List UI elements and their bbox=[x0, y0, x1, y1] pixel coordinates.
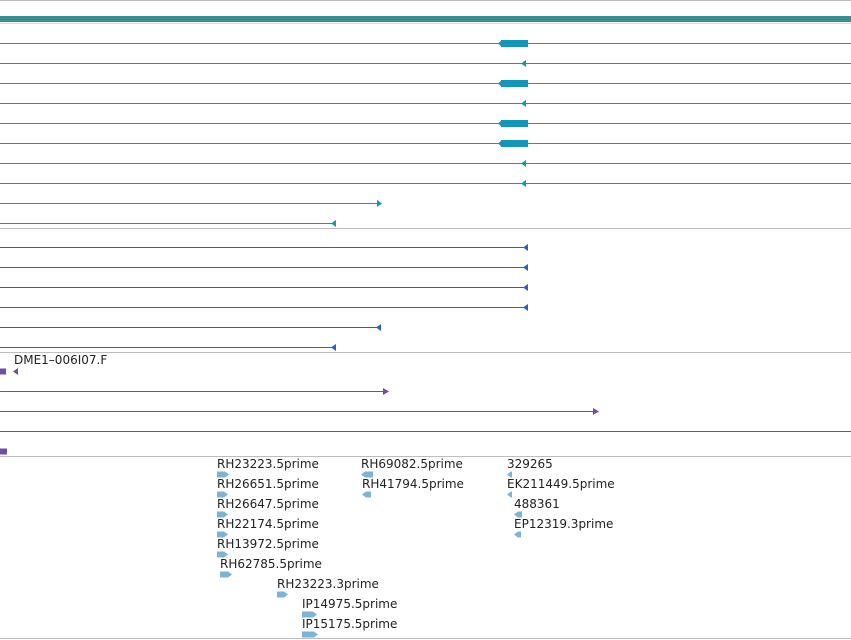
est-glyph[interactable] bbox=[302, 611, 317, 618]
est-glyph[interactable] bbox=[217, 491, 228, 498]
transcript-row[interactable] bbox=[0, 80, 851, 87]
feature-arrow[interactable] bbox=[376, 324, 381, 331]
transcript-row[interactable] bbox=[0, 200, 382, 207]
feature-arrow[interactable] bbox=[523, 244, 528, 251]
transcript-cds-block[interactable] bbox=[501, 40, 528, 47]
feature-arrow[interactable] bbox=[523, 264, 528, 271]
feature-arrow[interactable] bbox=[383, 388, 389, 395]
est-label: 488361 bbox=[514, 497, 560, 511]
transcript-arrow[interactable] bbox=[521, 100, 526, 107]
est-glyph[interactable] bbox=[361, 471, 373, 478]
est-glyph[interactable] bbox=[514, 511, 522, 518]
est-feature[interactable]: IP14975.5prime bbox=[302, 597, 397, 618]
transcript-arrow[interactable] bbox=[498, 80, 502, 87]
est-feature[interactable]: RH69082.5prime bbox=[361, 457, 463, 478]
est-label: RH26651.5prime bbox=[217, 477, 319, 491]
blue-feature-row[interactable] bbox=[0, 304, 528, 311]
est-feature[interactable]: IP15175.5prime bbox=[302, 617, 397, 638]
transcript-cds-block[interactable] bbox=[501, 80, 528, 87]
est-glyph[interactable] bbox=[362, 491, 371, 498]
purple-feature-row[interactable] bbox=[0, 408, 599, 415]
est-glyph[interactable] bbox=[217, 511, 228, 518]
transcript-row[interactable] bbox=[0, 40, 851, 47]
blue-feature-row[interactable] bbox=[0, 264, 528, 271]
transcript-row[interactable] bbox=[0, 60, 851, 67]
est-feature[interactable]: EK211449.5prime bbox=[507, 477, 615, 498]
est-glyph[interactable] bbox=[514, 531, 521, 538]
transcript-cds-block[interactable] bbox=[501, 120, 528, 127]
purple-feature-row[interactable] bbox=[0, 448, 7, 455]
purple-feature-row[interactable] bbox=[0, 388, 389, 395]
feature-label: DME1–006I07.F bbox=[14, 353, 107, 367]
est-label: RH23223.5prime bbox=[217, 457, 319, 471]
feature-arrow[interactable] bbox=[523, 284, 528, 291]
est-label: 329265 bbox=[507, 457, 553, 471]
transcript-arrow[interactable] bbox=[521, 160, 526, 167]
est-label: IP14975.5prime bbox=[302, 597, 397, 611]
est-label: RH13972.5prime bbox=[217, 537, 319, 551]
transcript-row[interactable] bbox=[0, 140, 851, 147]
est-glyph[interactable] bbox=[217, 471, 229, 478]
est-feature[interactable]: RH23223.3prime bbox=[277, 577, 379, 598]
est-feature[interactable]: EP12319.3prime bbox=[514, 517, 613, 538]
blue-feature-row[interactable] bbox=[0, 284, 528, 291]
est-feature[interactable]: RH26651.5prime bbox=[217, 477, 319, 498]
transcript-arrow[interactable] bbox=[498, 120, 502, 127]
transcript-arrow[interactable] bbox=[498, 40, 502, 47]
est-feature[interactable]: RH23223.5prime bbox=[217, 457, 319, 478]
feature-arrow[interactable] bbox=[523, 304, 528, 311]
est-feature[interactable]: RH62785.5prime bbox=[220, 557, 322, 578]
est-glyph[interactable] bbox=[507, 471, 512, 478]
transcript-row[interactable] bbox=[0, 120, 851, 127]
est-feature[interactable]: RH26647.5prime bbox=[217, 497, 319, 518]
est-glyph[interactable] bbox=[277, 591, 288, 598]
feature-block[interactable] bbox=[0, 448, 7, 455]
est-label: EP12319.3prime bbox=[514, 517, 613, 531]
transcript-arrow[interactable] bbox=[521, 60, 526, 67]
est-glyph[interactable] bbox=[302, 631, 318, 638]
est-feature[interactable]: RH41794.5prime bbox=[362, 477, 464, 498]
transcript-arrow[interactable] bbox=[331, 220, 336, 227]
transcript-arrow[interactable] bbox=[377, 200, 382, 207]
est-label: RH22174.5prime bbox=[217, 517, 319, 531]
est-glyph[interactable] bbox=[217, 551, 228, 558]
feature-block[interactable] bbox=[0, 368, 6, 375]
feature-arrow[interactable] bbox=[13, 368, 18, 375]
est-feature[interactable]: RH22174.5prime bbox=[217, 517, 319, 538]
transcript-row[interactable] bbox=[0, 160, 851, 167]
scaffold-bar bbox=[0, 16, 851, 22]
feature-arrow[interactable] bbox=[331, 344, 336, 351]
est-label: RH26647.5prime bbox=[217, 497, 319, 511]
transcript-row[interactable] bbox=[0, 100, 851, 107]
est-label: IP15175.5prime bbox=[302, 617, 397, 631]
est-feature[interactable]: 488361 bbox=[514, 497, 560, 518]
est-label: RH69082.5prime bbox=[361, 457, 463, 471]
est-label: RH41794.5prime bbox=[362, 477, 464, 491]
blue-feature-row[interactable] bbox=[0, 344, 336, 351]
est-feature[interactable]: 329265 bbox=[507, 457, 553, 478]
transcript-arrow[interactable] bbox=[521, 180, 526, 187]
est-glyph[interactable] bbox=[507, 491, 512, 498]
blue-feature-row[interactable] bbox=[0, 244, 528, 251]
transcript-arrow[interactable] bbox=[498, 140, 502, 147]
transcript-cds-block[interactable] bbox=[501, 140, 528, 147]
blue-feature-row[interactable] bbox=[0, 324, 381, 331]
purple-feature-row[interactable] bbox=[0, 368, 18, 375]
est-label: EK211449.5prime bbox=[507, 477, 615, 491]
transcript-row[interactable] bbox=[0, 180, 851, 187]
est-glyph[interactable] bbox=[220, 571, 232, 578]
est-feature[interactable]: RH13972.5prime bbox=[217, 537, 319, 558]
transcript-track bbox=[0, 40, 851, 227]
feature-arrow[interactable] bbox=[593, 408, 599, 415]
transcript-row[interactable] bbox=[0, 220, 336, 227]
est-glyph[interactable] bbox=[217, 531, 228, 538]
blue-feature-track bbox=[0, 244, 528, 351]
est-track: RH23223.5prime RH26651.5prime RH26647.5pri… bbox=[217, 457, 615, 638]
purple-feature-track: DME1–006I07.F bbox=[0, 353, 851, 455]
est-label: RH23223.3prime bbox=[277, 577, 379, 591]
est-label: RH62785.5prime bbox=[220, 557, 322, 571]
